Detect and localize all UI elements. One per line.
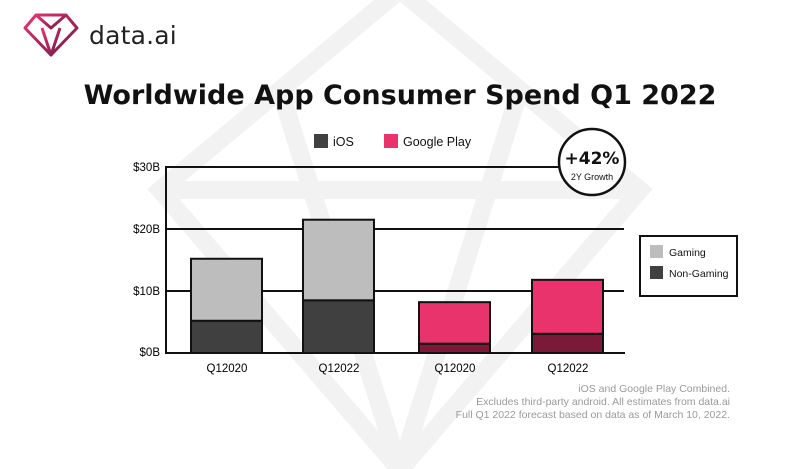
bar-gaming xyxy=(418,301,491,345)
growth-label: 2Y Growth xyxy=(571,172,613,182)
footnote-line: iOS and Google Play Combined. xyxy=(578,383,730,395)
footnote-line: Excludes third-party android. All estima… xyxy=(476,396,730,408)
legend-label-gaming: Gaming xyxy=(669,247,706,259)
bar-non-gaming xyxy=(190,319,263,355)
bar-non-gaming xyxy=(302,299,375,354)
bar-non-gaming xyxy=(418,342,491,355)
growth-value: +42% xyxy=(565,149,620,169)
x-tick-label: Q12022 xyxy=(548,363,589,375)
legend-swatch-ios xyxy=(314,134,328,148)
diamond-logo-icon xyxy=(23,13,79,57)
page-title: Worldwide App Consumer Spend Q1 2022 xyxy=(83,80,717,111)
y-tick-label: $20B xyxy=(133,224,160,236)
growth-badge: +42% 2Y Growth xyxy=(557,127,627,197)
legend-swatch-non-gaming xyxy=(650,266,663,279)
bar-gaming xyxy=(302,218,375,302)
bar-gaming xyxy=(190,257,263,322)
y-tick-label: $0B xyxy=(140,347,161,359)
legend-swatch-google-play xyxy=(384,134,398,148)
footnote-line: Full Q1 2022 forecast based on data as o… xyxy=(455,409,730,421)
y-tick-label: $30B xyxy=(133,162,160,174)
legend-label-google-play: Google Play xyxy=(403,135,472,149)
brand-name: data.ai xyxy=(89,20,177,50)
side-legend: Gaming Non-Gaming xyxy=(639,235,738,297)
bar-non-gaming xyxy=(531,332,604,354)
bar-gaming xyxy=(531,278,604,335)
legend-label-non-gaming: Non-Gaming xyxy=(669,268,729,280)
bars-group xyxy=(190,218,604,355)
legend-label-ios: iOS xyxy=(333,135,354,149)
brand: data.ai xyxy=(22,12,177,58)
x-tick-label: Q12020 xyxy=(207,363,248,375)
x-tick-label: Q12022 xyxy=(319,363,360,375)
y-tick-label: $10B xyxy=(133,286,160,298)
x-tick-label: Q12020 xyxy=(435,363,476,375)
legend-swatch-gaming xyxy=(650,245,663,258)
